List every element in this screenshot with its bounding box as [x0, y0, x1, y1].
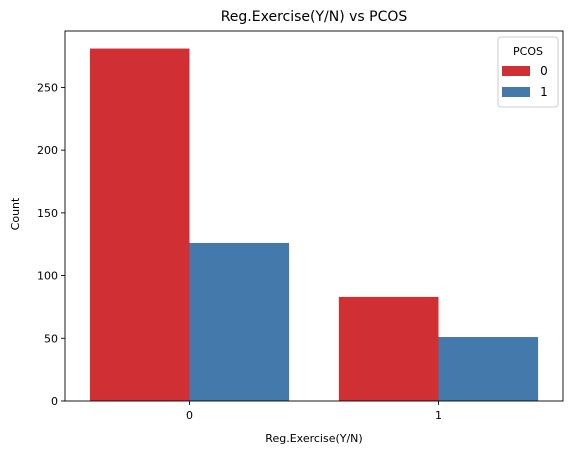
legend-items: 01 — [502, 64, 548, 99]
y-axis-ticks: 0 50 100 150 200 250 — [37, 81, 65, 408]
chart-title: Reg.Exercise(Y/N) vs PCOS — [221, 9, 408, 25]
y-tick-label: 0 — [51, 395, 58, 408]
x-tick-label: 1 — [435, 409, 442, 422]
y-tick-label: 150 — [37, 207, 58, 220]
y-tick-label: 250 — [37, 81, 58, 94]
legend-title: PCOS — [513, 45, 543, 58]
y-tick-label: 200 — [37, 144, 58, 157]
legend-label-0: 0 — [540, 64, 548, 78]
legend-label-1: 1 — [540, 85, 548, 99]
legend-swatch-0 — [502, 66, 530, 76]
bar-cat0-pcos0 — [89, 48, 190, 401]
x-tick-label: 0 — [186, 409, 193, 422]
y-axis-label: Count — [9, 197, 22, 230]
legend-swatch-1 — [502, 87, 530, 97]
plot-frame — [64, 30, 564, 402]
legend: PCOS 01 — [497, 36, 559, 108]
y-tick-label: 100 — [37, 270, 58, 283]
y-tick-label: 50 — [44, 332, 58, 345]
bar-cat0-pcos1 — [189, 242, 290, 401]
bar-cat1-pcos1 — [438, 337, 539, 401]
bar-cat1-pcos0 — [338, 296, 439, 401]
x-axis-label: Reg.Exercise(Y/N) — [265, 432, 362, 445]
bars-group — [89, 48, 539, 401]
